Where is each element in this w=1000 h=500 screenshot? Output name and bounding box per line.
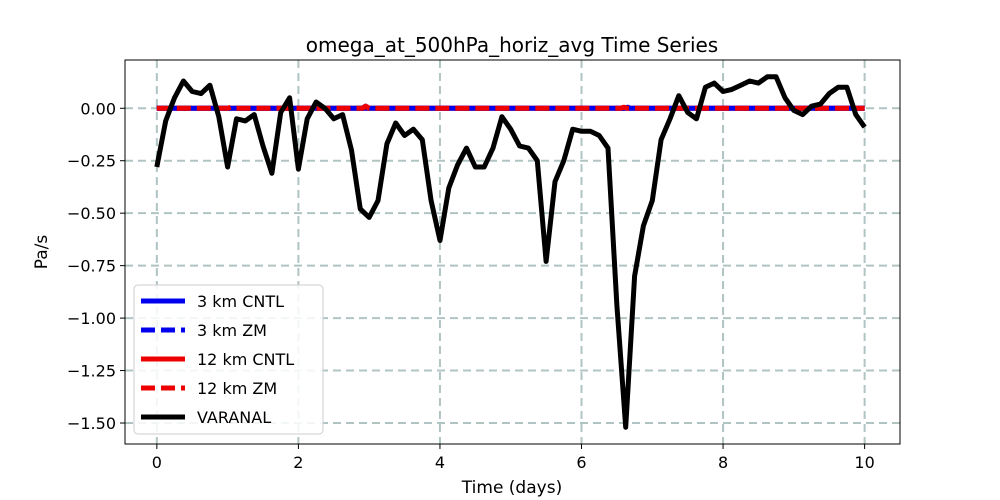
x-axis: 0 2 4 6 8 10 xyxy=(152,444,875,472)
series-layer xyxy=(154,74,867,430)
legend-box xyxy=(133,284,324,435)
legend-label: 3 km CNTL xyxy=(197,292,284,311)
series-line-varanal xyxy=(154,74,867,430)
plot-frame xyxy=(124,59,901,445)
x-axis-label: Time (days) xyxy=(461,478,562,498)
legend-label: 12 km ZM xyxy=(197,379,277,398)
y-tick-label: −1.25 xyxy=(67,362,116,381)
y-tick-label: 0.00 xyxy=(80,99,116,118)
chart-title: omega_at_500hPa_horiz_avg Time Series xyxy=(306,33,718,57)
legend-label: 3 km ZM xyxy=(197,321,267,340)
x-tick-label: 2 xyxy=(293,453,303,472)
x-tick-label: 8 xyxy=(718,453,728,472)
y-tick-label: −0.75 xyxy=(67,257,116,276)
y-tick-label: −0.50 xyxy=(67,204,116,223)
x-tick-label: 10 xyxy=(854,453,874,472)
legend-label: VARANAL xyxy=(197,408,271,427)
y-tick-label: −1.50 xyxy=(67,414,116,433)
legend: 3 km CNTL 3 km ZM 12 km CNTL 12 km ZM VARANA… xyxy=(133,284,324,435)
y-tick-label: −0.25 xyxy=(67,152,116,171)
x-tick-label: 6 xyxy=(576,453,586,472)
series-line-12-km-zm xyxy=(156,103,865,111)
x-tick-label: 0 xyxy=(152,453,162,472)
legend-label: 12 km CNTL xyxy=(197,350,294,369)
y-axis: 0.00 −0.25 −0.50 −0.75 −1.00 −1.25 −1.50 xyxy=(67,99,125,433)
y-tick-label: −1.00 xyxy=(67,309,116,328)
y-axis-label: Pa/s xyxy=(32,235,52,270)
x-tick-label: 4 xyxy=(435,453,445,472)
